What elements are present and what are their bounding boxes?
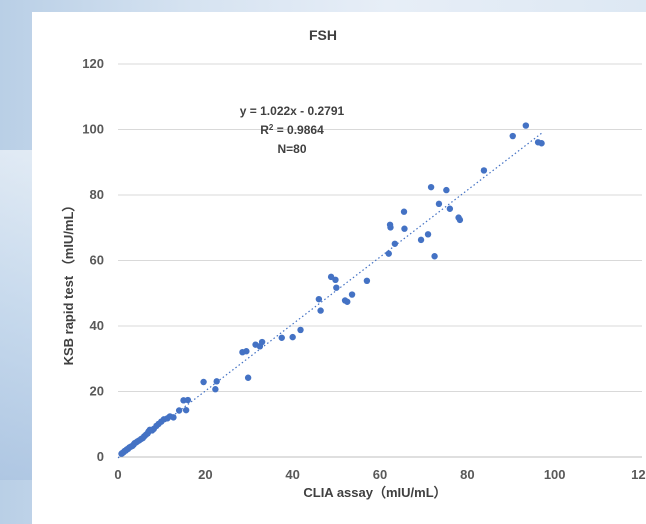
r-squared-label: R2 = 0.9864 [260,123,324,138]
data-point [175,407,183,414]
data-point [509,132,516,140]
data-point [212,386,219,393]
gridlines [118,63,642,392]
x-tick-label-120: 120 [631,467,646,482]
equation-label: y = 1.022x - 0.2791 [240,104,345,118]
r-squared-superscript: 2 [269,123,274,132]
r-squared-value: = 0.9864 [273,123,324,137]
data-point [480,167,488,174]
y-tick-label-0: 0 [97,449,104,464]
data-point [332,276,339,284]
data-point [446,205,454,212]
chart-title: FSH [309,27,337,43]
trendline-group [117,132,542,459]
x-tick-label-60: 60 [373,467,387,482]
n-label: N=80 [277,142,306,156]
data-point [456,216,464,224]
x-tick-label-80: 80 [460,467,474,482]
data-point [538,140,545,147]
x-axis-title: CLIA assay（mIU/mL） [303,485,446,500]
data-point [522,122,530,129]
y-tick-label-80: 80 [90,187,104,202]
data-point [182,406,190,414]
chart-panel: 0 20 40 60 80 100 120 0 20 40 60 80 100 120 FSH y = 1… [32,12,646,524]
data-point [315,295,323,303]
y-axis-title: KSB rapid test （mIU/mL） [61,199,76,366]
data-point [385,250,392,257]
data-point [435,200,443,208]
y-tick-label-100: 100 [82,122,104,137]
data-point [391,240,399,247]
x-tick-label-20: 20 [198,467,212,482]
data-point [200,378,207,386]
data-point [184,396,192,404]
trendline [117,132,542,459]
data-point [443,186,450,194]
data-point [363,277,371,285]
y-tick-label-40: 40 [90,318,104,333]
data-point [427,183,435,191]
x-tick-label-100: 100 [544,467,566,482]
data-point [348,291,356,298]
tick-labels: 0 20 40 60 80 100 120 0 20 40 60 80 100 120 [82,56,646,482]
data-point [424,231,432,238]
data-point [243,348,250,355]
data-point [387,224,394,231]
data-point [170,414,177,421]
data-point [317,307,324,314]
data-point [417,236,425,244]
y-tick-label-20: 20 [90,384,104,399]
data-point [297,326,304,334]
chart-svg: 0 20 40 60 80 100 120 0 20 40 60 80 100 120 FSH y = 1… [61,27,646,500]
x-tick-label-0: 0 [114,467,121,482]
data-point [344,298,351,305]
data-point [244,374,252,381]
x-tick-label-40: 40 [285,467,299,482]
data-point [258,338,266,346]
data-point [289,333,296,341]
y-tick-label-120: 120 [82,56,104,71]
data-point [213,378,220,385]
y-tick-label-60: 60 [90,253,104,268]
data-point [278,334,285,341]
data-point [401,225,408,232]
data-points [118,122,545,457]
data-point [431,253,438,260]
data-point [400,208,408,215]
r-squared-prefix: R [260,123,269,137]
data-point [333,284,340,291]
